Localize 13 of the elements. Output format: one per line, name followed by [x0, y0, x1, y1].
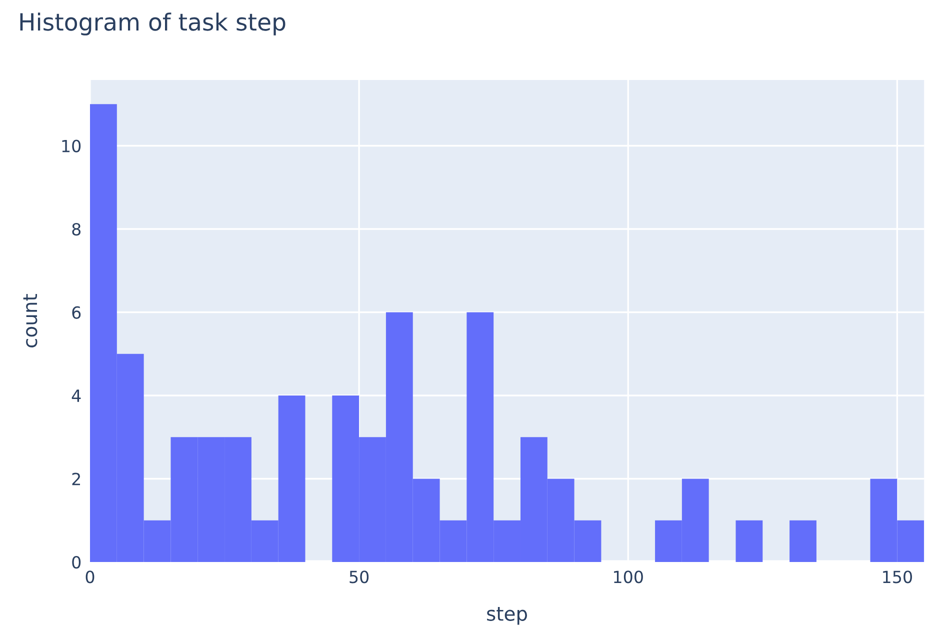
x-tick-label: 150 [883, 570, 912, 584]
y-tick-label: 8 [72, 222, 81, 236]
x-tick-label: 0 [86, 570, 94, 584]
x-tick-label: 50 [350, 570, 369, 584]
y-tick-label: 6 [72, 306, 81, 319]
x-axis-title: step [487, 607, 528, 625]
y-tick-label: 2 [72, 472, 80, 486]
y-tick-label: 4 [72, 390, 81, 402]
y-tick-label: 0 [72, 556, 81, 569]
chart-title: Histogram of task step [20, 12, 286, 36]
y-tick-label: 10 [62, 140, 81, 152]
x-tick-label: 100 [614, 570, 643, 584]
y-axis-title: count [23, 294, 38, 348]
